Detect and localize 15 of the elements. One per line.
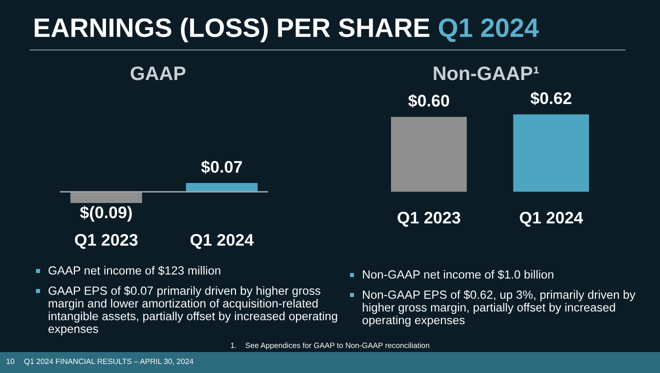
chart-subtitle: GAAP [130,66,186,80]
x-tick-label: Q1 2023 [74,234,138,249]
chart-title: Non-GAAP¹ [434,66,539,80]
chart-title: EARNINGS (LOSS) PER SHARE Q1 2024 [34,18,539,42]
text: Non-GAAP net income of $1.0 billion [362,270,554,280]
data-label: $0.07 [201,160,242,174]
x-tick-label: Q1 2024 [520,212,583,227]
text: GAAP EPS of $0.07 primarily driven by higher gross margin and lower amortization of acquisition-related intangible assets, partially offset by increased operating expenses [48,286,338,336]
text: GAAP net income of $123 million [48,266,220,276]
data-label: $0.60 [408,94,450,108]
data-label: $(0.09) [80,206,132,222]
text: Non-GAAP EPS of $0.62, up 3%, primarily driven by higher gross margin, partially offset by increased operating expenses [362,290,636,327]
data-label: $0.62 [530,92,572,106]
x-tick-label: Q1 2023 [398,212,460,227]
x-tick-label: Q1 2024 [190,234,254,249]
